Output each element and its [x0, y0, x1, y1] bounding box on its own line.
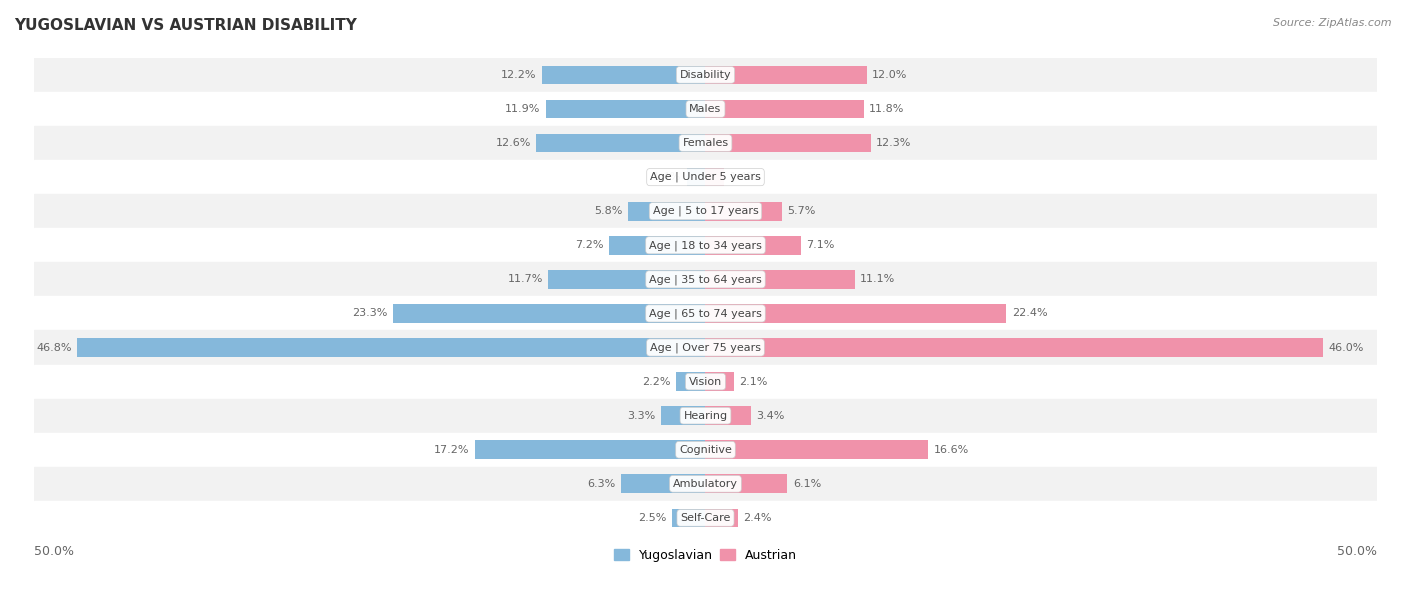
- Bar: [536, 133, 706, 152]
- Text: 11.1%: 11.1%: [860, 274, 896, 285]
- Text: 5.7%: 5.7%: [787, 206, 815, 216]
- Text: 1.4%: 1.4%: [730, 172, 758, 182]
- Text: Self-Care: Self-Care: [681, 513, 731, 523]
- Bar: [34, 58, 1376, 92]
- Text: 12.6%: 12.6%: [495, 138, 531, 148]
- Bar: [474, 441, 706, 459]
- Text: 7.2%: 7.2%: [575, 241, 603, 250]
- Bar: [706, 202, 782, 220]
- Text: 50.0%: 50.0%: [34, 545, 75, 558]
- Bar: [706, 372, 734, 391]
- Text: Age | 18 to 34 years: Age | 18 to 34 years: [650, 240, 762, 250]
- Bar: [34, 194, 1376, 228]
- Text: 23.3%: 23.3%: [352, 308, 387, 318]
- Bar: [541, 65, 706, 84]
- Text: 2.4%: 2.4%: [744, 513, 772, 523]
- Bar: [546, 100, 706, 118]
- Text: 22.4%: 22.4%: [1012, 308, 1047, 318]
- Bar: [34, 92, 1376, 126]
- Bar: [34, 296, 1376, 330]
- Text: Hearing: Hearing: [683, 411, 727, 420]
- Bar: [686, 168, 706, 187]
- Text: 3.3%: 3.3%: [627, 411, 655, 420]
- Bar: [706, 168, 724, 187]
- Text: 2.1%: 2.1%: [740, 376, 768, 387]
- Legend: Yugoslavian, Austrian: Yugoslavian, Austrian: [609, 544, 801, 567]
- Text: 12.2%: 12.2%: [501, 70, 536, 80]
- Bar: [548, 270, 706, 289]
- Text: 7.1%: 7.1%: [806, 241, 835, 250]
- Text: Males: Males: [689, 104, 721, 114]
- Bar: [609, 236, 706, 255]
- Bar: [34, 228, 1376, 263]
- Bar: [661, 406, 706, 425]
- Text: 11.8%: 11.8%: [869, 104, 904, 114]
- Bar: [706, 236, 801, 255]
- Text: 2.2%: 2.2%: [643, 376, 671, 387]
- Text: Ambulatory: Ambulatory: [673, 479, 738, 489]
- Bar: [676, 372, 706, 391]
- Text: 6.3%: 6.3%: [588, 479, 616, 489]
- Text: Vision: Vision: [689, 376, 723, 387]
- Bar: [34, 398, 1376, 433]
- Bar: [672, 509, 706, 528]
- Bar: [706, 441, 928, 459]
- Text: 1.4%: 1.4%: [652, 172, 682, 182]
- Text: Disability: Disability: [679, 70, 731, 80]
- Bar: [34, 365, 1376, 398]
- Bar: [706, 406, 751, 425]
- Bar: [706, 133, 870, 152]
- Bar: [34, 126, 1376, 160]
- Text: YUGOSLAVIAN VS AUSTRIAN DISABILITY: YUGOSLAVIAN VS AUSTRIAN DISABILITY: [14, 18, 357, 34]
- Bar: [34, 263, 1376, 296]
- Text: Age | 65 to 74 years: Age | 65 to 74 years: [650, 308, 762, 319]
- Bar: [77, 338, 706, 357]
- Text: 3.4%: 3.4%: [756, 411, 785, 420]
- Bar: [34, 501, 1376, 535]
- Text: 17.2%: 17.2%: [433, 445, 470, 455]
- Text: Age | Under 5 years: Age | Under 5 years: [650, 172, 761, 182]
- Bar: [706, 270, 855, 289]
- Text: 16.6%: 16.6%: [934, 445, 969, 455]
- Text: Females: Females: [682, 138, 728, 148]
- Bar: [706, 100, 863, 118]
- Text: 2.5%: 2.5%: [638, 513, 666, 523]
- Bar: [706, 65, 866, 84]
- Text: Age | 5 to 17 years: Age | 5 to 17 years: [652, 206, 758, 217]
- Text: 46.8%: 46.8%: [37, 343, 72, 353]
- Bar: [706, 304, 1007, 323]
- Bar: [627, 202, 706, 220]
- Text: Cognitive: Cognitive: [679, 445, 733, 455]
- Text: Source: ZipAtlas.com: Source: ZipAtlas.com: [1274, 18, 1392, 28]
- Bar: [34, 160, 1376, 194]
- Text: Age | Over 75 years: Age | Over 75 years: [650, 342, 761, 353]
- Bar: [34, 330, 1376, 365]
- Bar: [706, 509, 738, 528]
- Bar: [34, 433, 1376, 467]
- Bar: [706, 338, 1323, 357]
- Text: 11.9%: 11.9%: [505, 104, 540, 114]
- Text: 50.0%: 50.0%: [1337, 545, 1376, 558]
- Bar: [621, 474, 706, 493]
- Bar: [706, 474, 787, 493]
- Text: 11.7%: 11.7%: [508, 274, 543, 285]
- Text: 6.1%: 6.1%: [793, 479, 821, 489]
- Text: Age | 35 to 64 years: Age | 35 to 64 years: [650, 274, 762, 285]
- Text: 12.3%: 12.3%: [876, 138, 911, 148]
- Text: 46.0%: 46.0%: [1329, 343, 1364, 353]
- Bar: [392, 304, 706, 323]
- Text: 5.8%: 5.8%: [593, 206, 623, 216]
- Bar: [34, 467, 1376, 501]
- Text: 12.0%: 12.0%: [872, 70, 907, 80]
